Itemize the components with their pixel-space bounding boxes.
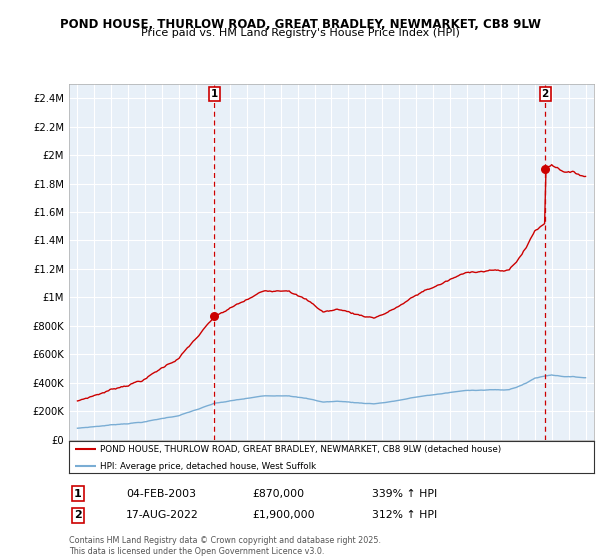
Text: Contains HM Land Registry data © Crown copyright and database right 2025.
This d: Contains HM Land Registry data © Crown c…: [69, 536, 381, 556]
Text: 04-FEB-2003: 04-FEB-2003: [126, 489, 196, 499]
Text: 1: 1: [74, 489, 82, 499]
Text: 2: 2: [542, 90, 549, 99]
Point: [209, 311, 219, 320]
Text: 2: 2: [74, 510, 82, 520]
Text: POND HOUSE, THURLOW ROAD, GREAT BRADLEY, NEWMARKET, CB8 9LW: POND HOUSE, THURLOW ROAD, GREAT BRADLEY,…: [59, 18, 541, 31]
Text: Price paid vs. HM Land Registry's House Price Index (HPI): Price paid vs. HM Land Registry's House …: [140, 28, 460, 38]
Text: HPI: Average price, detached house, West Suffolk: HPI: Average price, detached house, West…: [101, 461, 317, 470]
Text: POND HOUSE, THURLOW ROAD, GREAT BRADLEY, NEWMARKET, CB8 9LW (detached house): POND HOUSE, THURLOW ROAD, GREAT BRADLEY,…: [101, 445, 502, 454]
Text: 312% ↑ HPI: 312% ↑ HPI: [372, 510, 437, 520]
Text: 17-AUG-2022: 17-AUG-2022: [126, 510, 199, 520]
Text: 1: 1: [211, 90, 218, 99]
Text: 339% ↑ HPI: 339% ↑ HPI: [372, 489, 437, 499]
Point: [541, 165, 550, 174]
Text: £870,000: £870,000: [252, 489, 304, 499]
Text: £1,900,000: £1,900,000: [252, 510, 314, 520]
